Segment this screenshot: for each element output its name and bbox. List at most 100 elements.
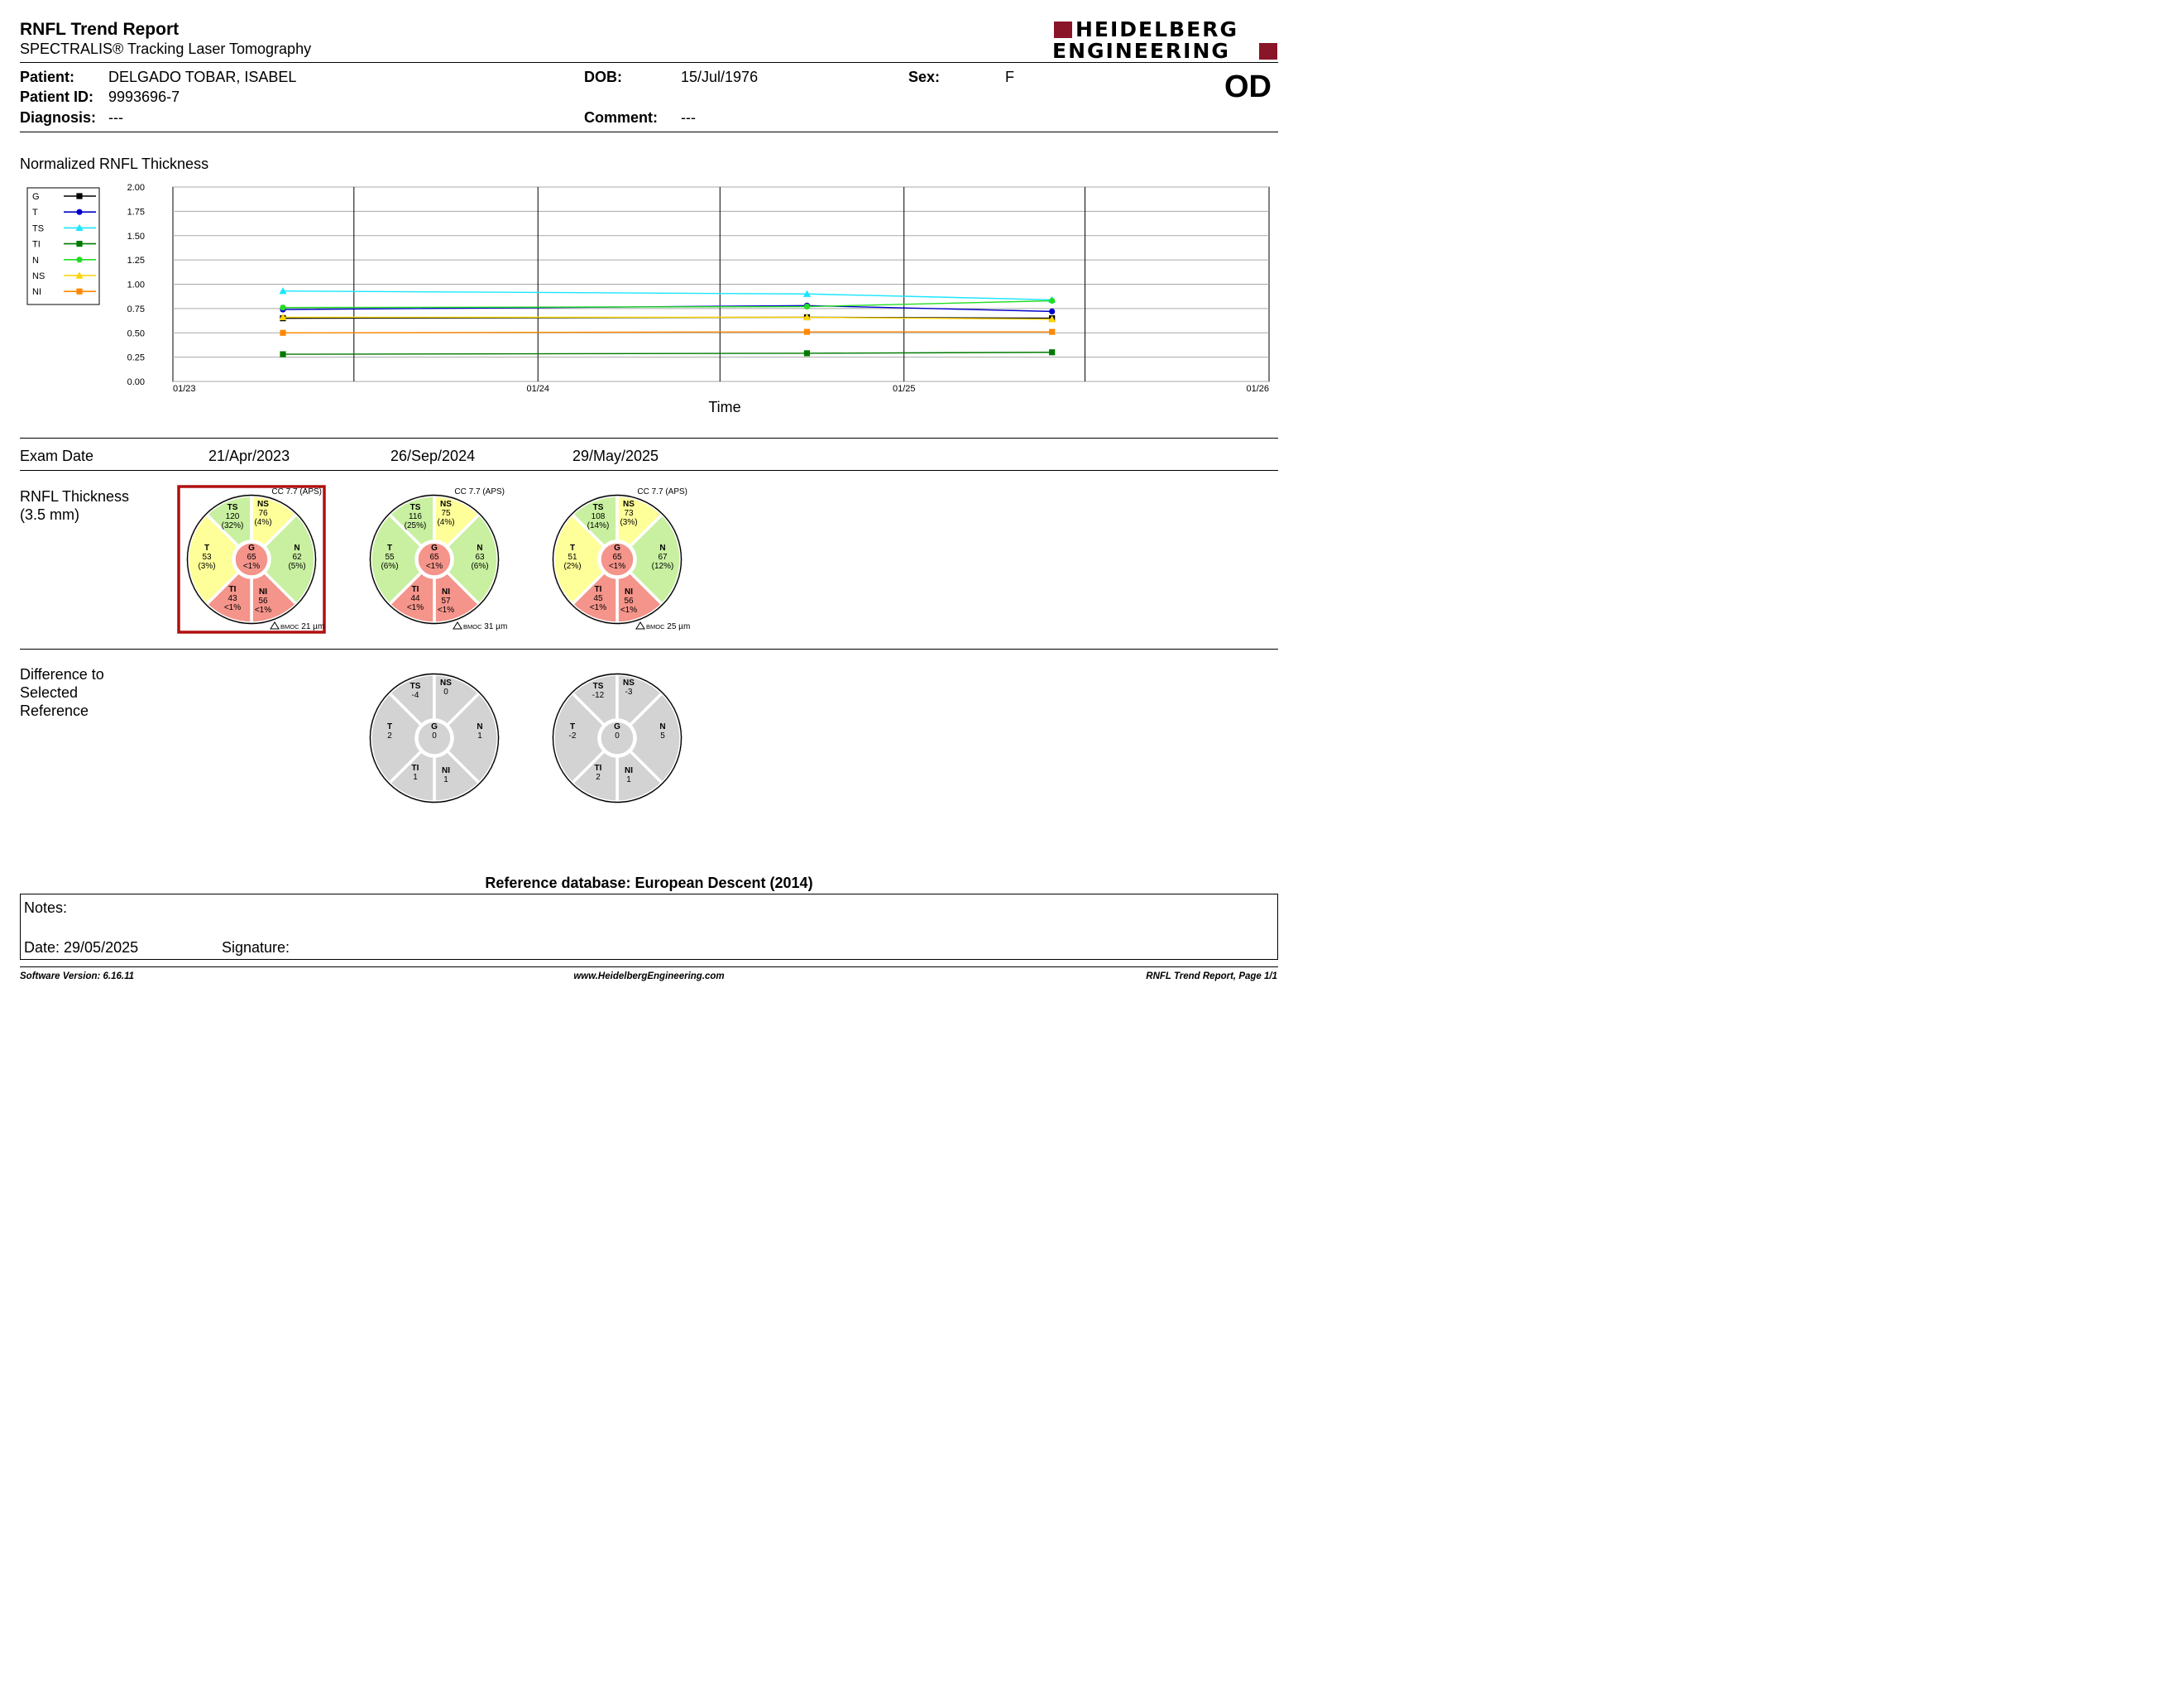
legend-marker-n bbox=[76, 257, 83, 263]
legend-marker-ns bbox=[75, 271, 84, 279]
rnfl-disc-2-label-ti: TI bbox=[412, 585, 419, 594]
difference-disc-2-value-t: -2 bbox=[569, 731, 577, 741]
rnfl-disc-2-sector-g[interactable] bbox=[415, 540, 453, 578]
x-tick-label: 01/26 bbox=[1246, 384, 1269, 394]
series-line-n bbox=[282, 300, 1052, 309]
rnfl-disc-3-value-ni: <1% bbox=[620, 606, 637, 615]
legend-box bbox=[26, 187, 100, 305]
delta-icon bbox=[270, 621, 280, 630]
difference-disc-1-label-ti: TI bbox=[412, 764, 419, 773]
rnfl-disc-2-label-g: G bbox=[431, 544, 438, 553]
exam-date-3[interactable]: 29/May/2025 bbox=[572, 448, 659, 464]
rnfl-disc-2-label-ns: NS bbox=[440, 500, 452, 509]
chart-title: Normalized RNFL Thickness bbox=[20, 156, 209, 172]
difference-disc-2-label-ni: NI bbox=[625, 766, 633, 775]
heidelberg-logo: HEIDELBERG ENGINEERING bbox=[1052, 18, 1279, 63]
data-point-t bbox=[1049, 308, 1056, 314]
difference-disc-2-label-g: G bbox=[614, 722, 620, 731]
y-tick-label: 1.75 bbox=[127, 207, 145, 217]
rnfl-disc-2-value-ts: (25%) bbox=[405, 521, 427, 530]
rnfl-disc-2-value-ni: <1% bbox=[438, 606, 454, 615]
rnfl-disc-3-label-g: G bbox=[614, 544, 620, 553]
legend-label-g: G bbox=[32, 192, 40, 202]
difference-disc-1-label-n: N bbox=[477, 722, 482, 731]
x-tick-label: 01/25 bbox=[893, 384, 916, 394]
exam-date-1[interactable]: 21/Apr/2023 bbox=[208, 448, 290, 464]
data-point-ni bbox=[280, 329, 286, 336]
exam-date-label: Exam Date bbox=[20, 448, 94, 464]
rnfl-disc-3-value-n: 67 bbox=[658, 553, 668, 562]
delta-icon bbox=[635, 621, 645, 630]
rnfl-disc-2: TS116(25%)NS75(4%)N63(6%)NI57<1%TI44<1%T… bbox=[369, 487, 507, 631]
y-tick-label: 1.50 bbox=[127, 232, 145, 242]
exam-date-2[interactable]: 26/Sep/2024 bbox=[390, 448, 476, 464]
y-tick-label: 0.50 bbox=[127, 328, 145, 338]
difference-disc-2-value-ts: -12 bbox=[592, 691, 605, 700]
difference-disc-1-sector-g[interactable] bbox=[415, 719, 453, 757]
rnfl-disc-3-label-ns: NS bbox=[623, 500, 635, 509]
notes-signature: Signature: bbox=[222, 939, 290, 956]
difference-disc-1-value-t: 2 bbox=[387, 731, 392, 741]
disc-cc-label: CC 7.7 (APS) bbox=[637, 487, 687, 496]
rnfl-disc-3-value-ns: 73 bbox=[624, 509, 634, 518]
rnfl-disc-1-sector-g[interactable] bbox=[232, 540, 271, 578]
disc-cc-label: CC 7.7 (APS) bbox=[454, 487, 505, 496]
rnfl-disc-3: TS108(14%)NS73(3%)N67(12%)NI56<1%TI45<1%… bbox=[552, 487, 690, 631]
rnfl-disc-3-value-n: (12%) bbox=[652, 562, 674, 571]
rnfl-disc-1-label-ts: TS bbox=[228, 503, 238, 512]
difference-disc-2-label-n: N bbox=[659, 722, 665, 731]
y-tick-label: 2.00 bbox=[127, 183, 145, 193]
difference-disc-1-value-n: 1 bbox=[477, 731, 482, 741]
rnfl-disc-1-label-ti: TI bbox=[229, 585, 237, 594]
difference-disc-2-value-ni: 1 bbox=[626, 775, 631, 784]
difference-disc-1-label-ts: TS bbox=[410, 682, 421, 691]
x-tick-label: 01/24 bbox=[526, 384, 549, 394]
disc-bmoc-label: BMOC 21 µm bbox=[280, 622, 324, 631]
difference-disc-1-label-ni: NI bbox=[442, 766, 450, 775]
comment-label: Comment: bbox=[584, 109, 658, 126]
footer-website[interactable]: www.HeidelbergEngineering.com bbox=[573, 971, 725, 981]
y-axis-ticks: 0.00 0.25 0.50 0.75 1.00 1.25 1.50 1.75 2.00 bbox=[127, 183, 145, 387]
difference-disc-2-value-n: 5 bbox=[660, 731, 665, 741]
rnfl-disc-1-value-g: <1% bbox=[243, 562, 260, 571]
rnfl-disc-3-sector-g[interactable] bbox=[598, 540, 636, 578]
legend-marker-ti bbox=[76, 241, 83, 247]
legend-marker-ni bbox=[76, 288, 83, 295]
difference-disc-1-value-ts: -4 bbox=[412, 691, 419, 700]
comment-value: --- bbox=[681, 109, 696, 126]
rnfl-disc-3-value-t: (2%) bbox=[563, 562, 581, 571]
rnfl-disc-1: TS120(32%)NS76(4%)N62(5%)NI56<1%TI43<1%T… bbox=[186, 487, 324, 631]
difference-disc-1-label-t: T bbox=[387, 722, 392, 731]
difference-disc-2-sector-g[interactable] bbox=[598, 719, 636, 757]
trend-chart: GT TS TI N NS NI 0.00 0.25 0.50 0.75 1.00 1.25 1.50… bbox=[26, 183, 1270, 415]
rnfl-disc-3-label-ts: TS bbox=[593, 503, 604, 512]
y-tick-label: 1.00 bbox=[127, 281, 145, 290]
data-point-ti bbox=[280, 351, 286, 357]
rnfl-disc-2-value-ti: 44 bbox=[410, 594, 420, 603]
legend-label-n: N bbox=[32, 256, 39, 266]
rnfl-disc-1-value-g: 65 bbox=[247, 553, 256, 562]
rnfl-disc-3-value-g: <1% bbox=[609, 562, 625, 571]
rnfl-disc-1-value-ni: 56 bbox=[258, 597, 268, 606]
rnfl-thickness-label: RNFL Thickness (3.5 mm) bbox=[20, 488, 130, 523]
rnfl-disc-1-value-ts: 120 bbox=[226, 512, 240, 521]
rnfl-disc-3-label-ti: TI bbox=[595, 585, 602, 594]
sex-label: Sex: bbox=[908, 69, 941, 85]
rnfl-disc-3-value-ni: 56 bbox=[624, 597, 634, 606]
rnfl-disc-1-value-n: (5%) bbox=[288, 562, 305, 571]
rnfl-disc-2-label-ts: TS bbox=[410, 503, 421, 512]
data-point-n bbox=[803, 303, 811, 310]
rnfl-disc-3-label-t: T bbox=[570, 544, 575, 553]
chart-grid bbox=[172, 186, 1270, 382]
notes-box bbox=[20, 894, 1278, 960]
rnfl-disc-1-label-ns: NS bbox=[257, 500, 269, 509]
rnfl-disc-1-value-t: (3%) bbox=[198, 562, 215, 571]
rnfl-disc-2-value-ns: (4%) bbox=[437, 518, 454, 527]
rnfl-disc-2-value-ti: <1% bbox=[407, 603, 424, 612]
rnfl-disc-1-label-t: T bbox=[204, 544, 209, 553]
legend-label-ts: TS bbox=[32, 223, 44, 233]
rnfl-disc-1-value-ti: 43 bbox=[228, 594, 237, 603]
rnfl-disc-2-value-t: 55 bbox=[385, 553, 395, 562]
data-point-ns bbox=[802, 313, 812, 321]
